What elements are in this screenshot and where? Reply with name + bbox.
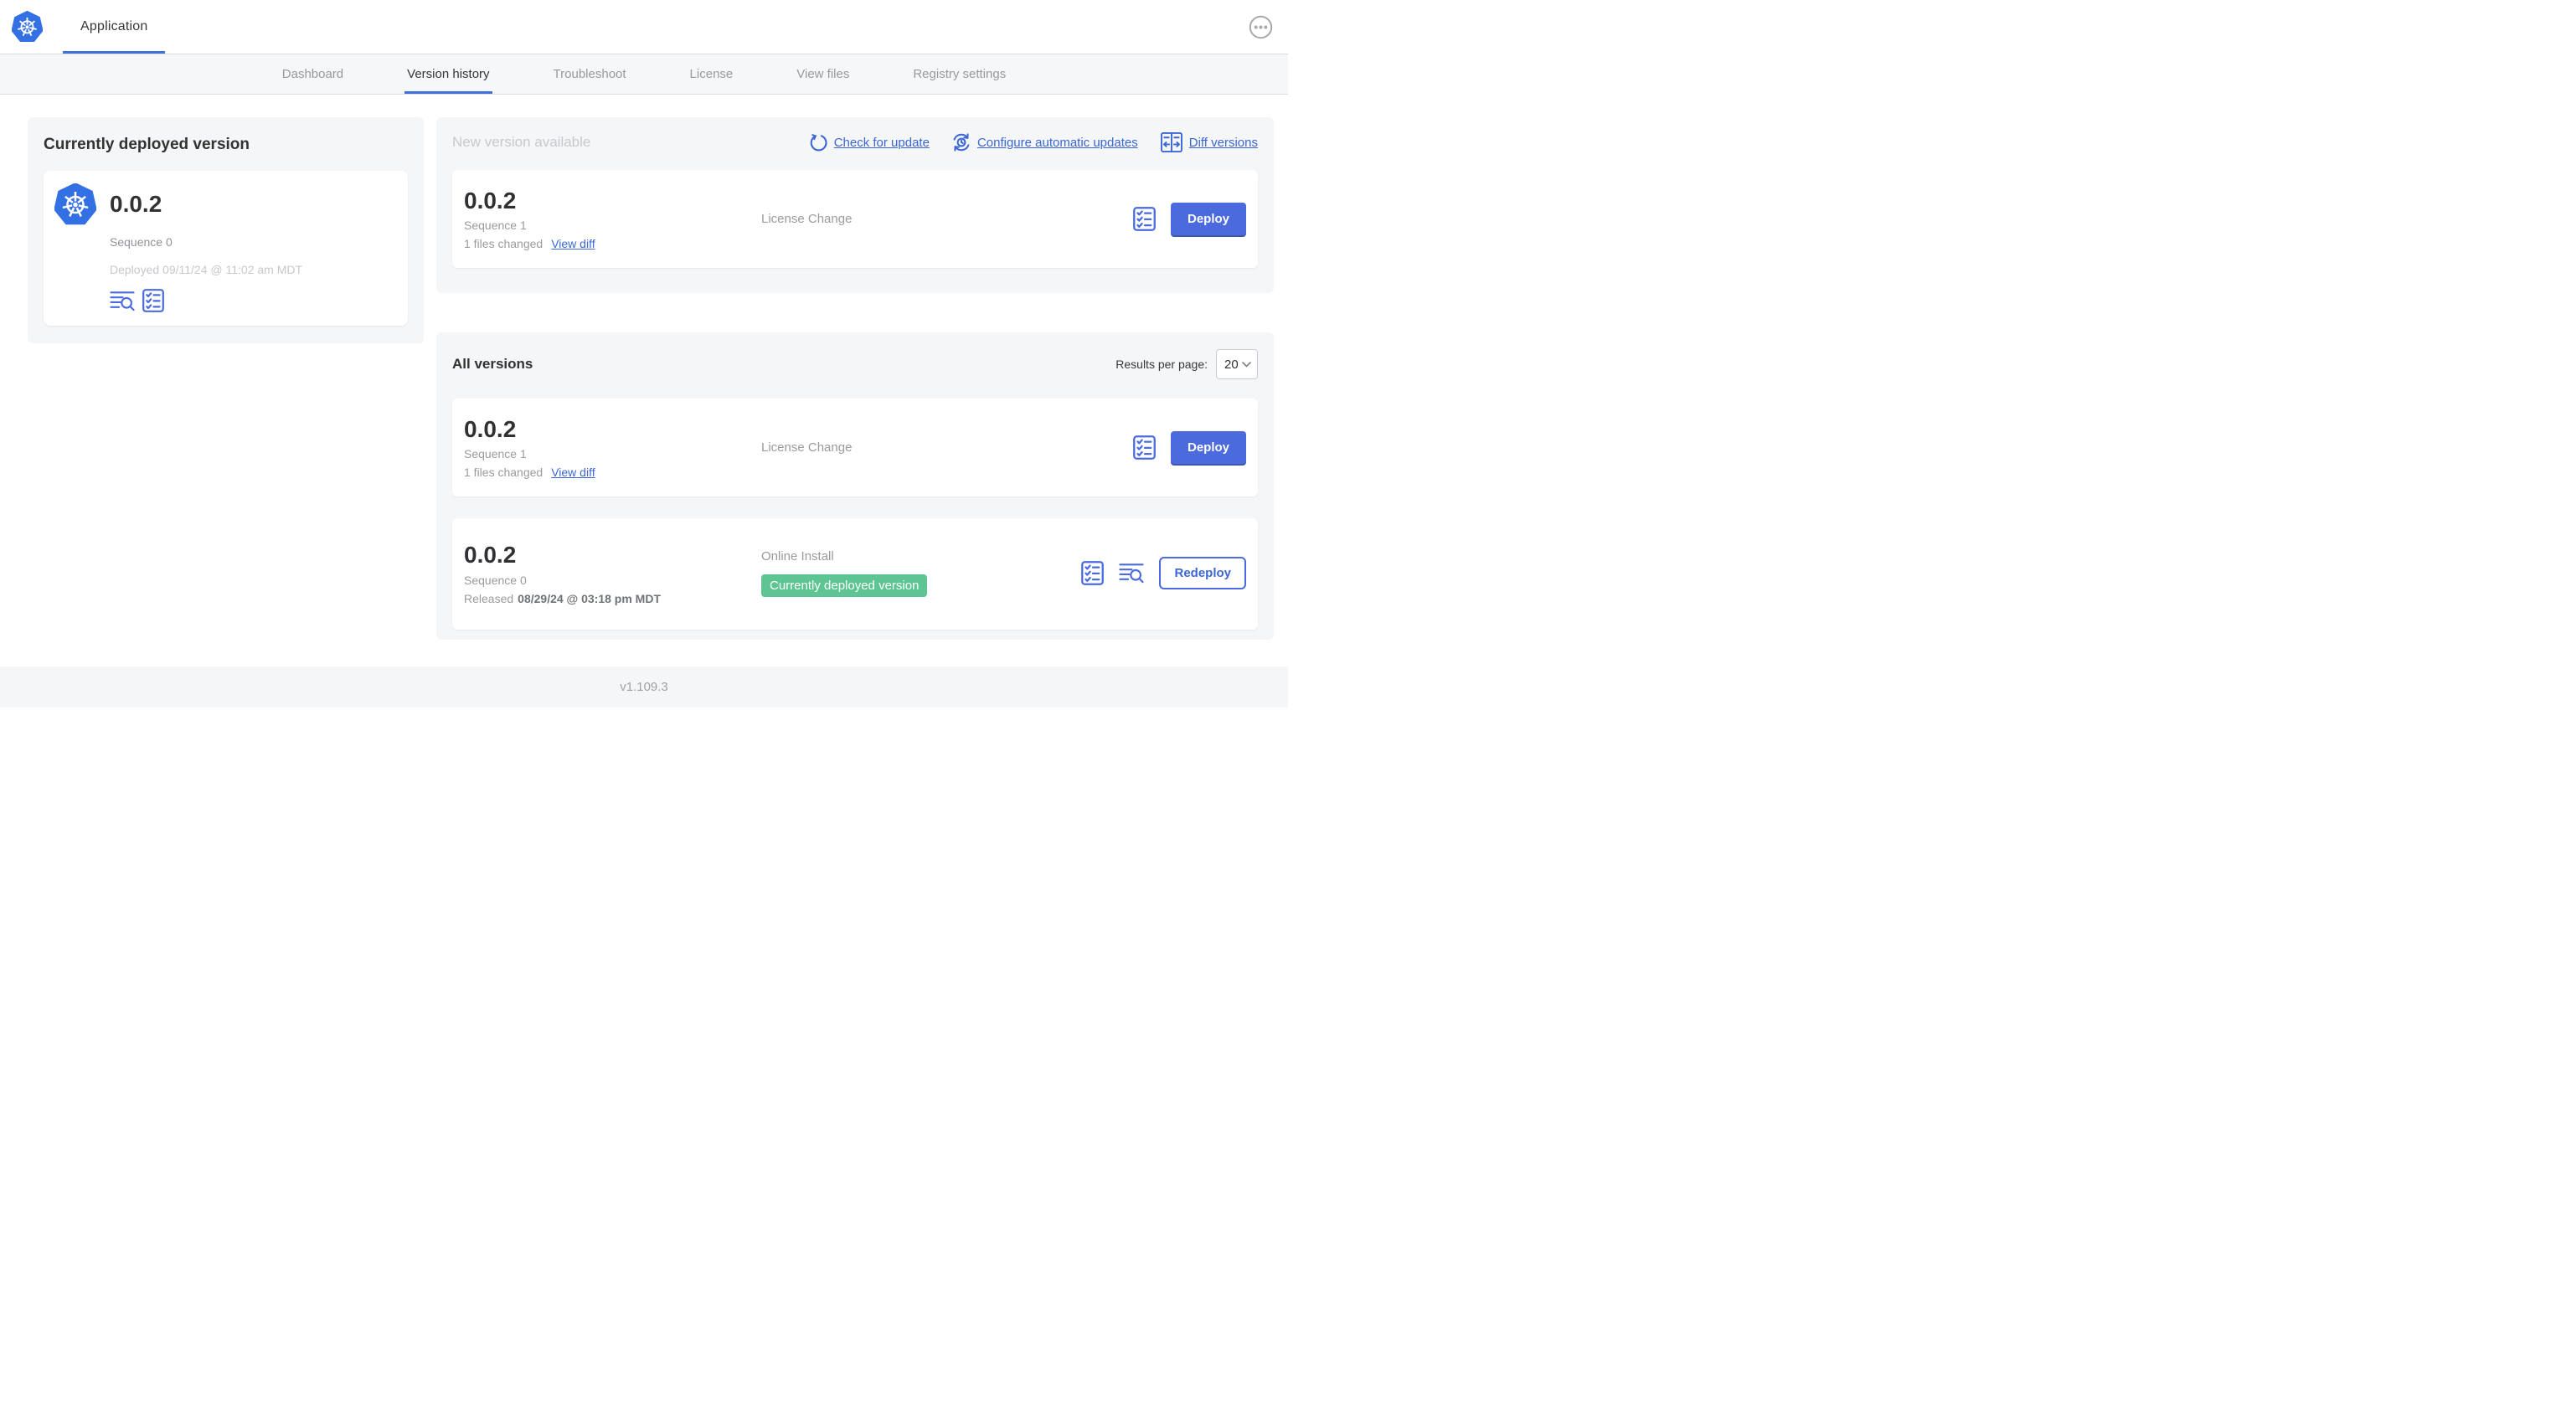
logs-icon [110,291,135,311]
new-version-panel: New version available Check for update [436,117,1274,294]
preflight-checklist-icon [1081,561,1105,586]
preflight-checklist-icon [142,289,164,312]
tab-version-history[interactable]: Version history [404,54,492,94]
tab-view-files[interactable]: View files [796,67,850,81]
tab-troubleshoot[interactable]: Troubleshoot [553,67,626,81]
configure-automatic-updates-link[interactable]: Configure automatic updates [952,133,1138,152]
currently-deployed-badge: Currently deployed version [761,574,928,598]
preflight-checklist-icon [1133,207,1156,231]
results-per-page-label: Results per page: [1115,358,1208,372]
version-number: 0.0.2 [464,188,517,214]
currently-deployed-panel: Currently deployed version [28,117,424,343]
version-sequence: Sequence 1 [464,447,527,461]
more-options-button[interactable] [1248,14,1273,39]
deploy-button[interactable]: Deploy [1170,431,1246,465]
diff-versions-link[interactable]: Diff versions [1160,132,1258,152]
preflight-checks-button[interactable] [1133,435,1156,461]
version-row-sequence-1: 0.0.2 Sequence 1 1 files changed View di… [452,399,1258,497]
view-diff-link[interactable]: View diff [551,466,595,480]
view-diff-link[interactable]: View diff [551,237,595,251]
all-versions-panel: All versions Results per page: 20 [436,332,1274,640]
view-logs-button[interactable] [110,291,135,311]
app-header: Application [0,0,1288,54]
new-version-title: New version available [452,134,591,150]
deploy-button[interactable]: Deploy [1170,203,1246,236]
files-changed: 1 files changed [464,466,544,480]
version-source: License Change [761,440,853,455]
console-version: v1.109.3 [620,680,668,694]
released-label: Released [464,591,514,605]
results-per-page-select[interactable]: 20 [1216,349,1258,380]
currently-deployed-title: Currently deployed version [44,136,250,153]
preflight-checklist-icon [1133,435,1156,461]
deployed-timestamp: Deployed 09/11/24 @ 11:02 am MDT [110,263,303,276]
kubernetes-logo-icon [54,183,96,225]
auto-update-clock-icon [952,133,971,152]
version-number: 0.0.2 [464,416,517,443]
footer: v1.109.3 [0,666,1288,708]
refresh-icon [810,133,827,152]
check-for-update-link[interactable]: Check for update [810,133,930,152]
deployed-sequence: Sequence 0 [110,235,173,249]
diff-columns-icon [1160,132,1182,152]
tab-license[interactable]: License [689,67,734,81]
version-sequence: Sequence 1 [464,219,527,233]
kubernetes-logo-icon [12,11,43,43]
results-per-page-value: 20 [1224,357,1239,372]
chevron-down-icon [1242,361,1251,368]
redeploy-button[interactable]: Redeploy [1159,557,1246,590]
ellipsis-icon [1249,15,1273,39]
app-tab-application[interactable]: Application [63,0,166,54]
view-logs-button[interactable] [1119,563,1145,584]
tab-registry-settings[interactable]: Registry settings [913,67,1007,81]
app-title: Application [80,19,148,33]
deployed-version-number: 0.0.2 [110,191,162,217]
preflight-checks-button[interactable] [1133,207,1156,231]
new-version-row: 0.0.2 Sequence 1 1 files changed View di… [452,170,1258,269]
files-changed: 1 files changed [464,237,544,251]
released-timestamp: 08/29/24 @ 03:18 pm MDT [518,591,661,605]
preflight-checks-button[interactable] [1081,561,1105,586]
app-subnav: Dashboard Version history Troubleshoot L… [0,54,1288,95]
version-source: License Change [761,211,853,226]
version-number: 0.0.2 [464,542,517,569]
tab-dashboard[interactable]: Dashboard [281,67,344,81]
preflight-checks-button[interactable] [142,289,164,312]
version-row-sequence-0: 0.0.2 Sequence 0 Released 08/29/24 @ 03:… [452,518,1258,630]
version-sequence: Sequence 0 [464,573,527,587]
currently-deployed-card: 0.0.2 Sequence 0 Deployed 09/11/24 @ 11:… [44,171,408,326]
all-versions-title: All versions [452,356,533,373]
logs-icon [1119,563,1145,584]
version-source: Online Install [761,549,834,564]
main-content: Currently deployed version [0,95,1288,640]
